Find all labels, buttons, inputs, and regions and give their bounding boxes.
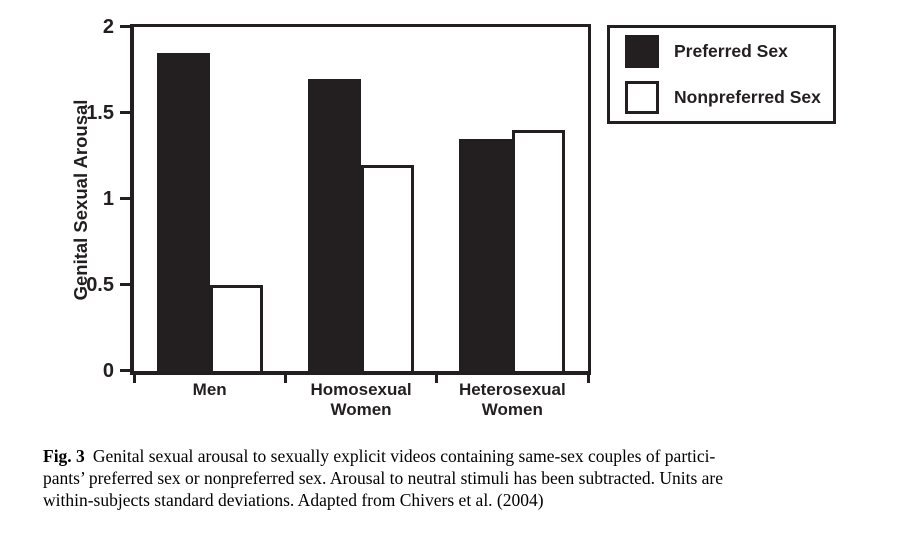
bar-heterosexual-women-preferred-sex — [459, 138, 513, 371]
x-tick-mark — [132, 374, 136, 383]
x-category-label-men: Men — [192, 380, 227, 399]
y-tick-label: 2 — [102, 16, 114, 38]
y-tick-mark — [120, 283, 131, 286]
y-tick-mark — [120, 197, 131, 200]
x-tick-mark — [283, 374, 287, 383]
x-category-label-heterosexual-women: Heterosexual Women — [458, 380, 566, 419]
legend: Preferred Sex Nonpreferred Sex — [607, 25, 836, 124]
x-tick-mark — [586, 374, 590, 383]
y-tick-mark — [120, 25, 131, 28]
bar-men-nonpreferred-sex — [209, 285, 263, 371]
x-tick-mark — [435, 374, 439, 383]
bar-homosexual-women-nonpreferred-sex — [361, 164, 414, 371]
y-tick-mark — [120, 369, 131, 372]
y-tick-label: 1 — [102, 188, 114, 210]
figure-caption: Fig. 3 Genital sexual arousal to sexually… — [43, 446, 903, 511]
y-tick-label: 0 — [102, 360, 114, 382]
caption-line-1: Fig. 3 Genital sexual arousal to sexually… — [43, 446, 903, 468]
bar-heterosexual-women-nonpreferred-sex — [512, 130, 566, 371]
legend-label-nonpreferred: Nonpreferred Sex — [674, 87, 821, 107]
legend-label-preferred: Preferred Sex — [674, 41, 788, 61]
y-tick-label: 1.5 — [86, 102, 114, 124]
bar-men-preferred-sex — [156, 52, 210, 371]
caption-text: Genital sexual arousal to sexually expli… — [92, 446, 716, 466]
caption-fig-label: Fig. 3 — [43, 446, 85, 466]
x-category-label-homosexual-women: Homosexual Women — [310, 380, 412, 419]
nonpreferred-sex-swatch-icon — [625, 81, 659, 114]
plot-area: 0 0.5 1 1.5 2 Men Homosexual Women Heterosexual W… — [86, 16, 591, 419]
y-tick-label: 0.5 — [86, 274, 114, 296]
caption-line-3: within-subjects standard deviations. Ada… — [43, 489, 544, 510]
y-tick-mark — [120, 111, 131, 114]
legend-item-nonpreferred: Nonpreferred Sex — [625, 81, 833, 114]
preferred-sex-swatch-icon — [625, 35, 659, 68]
caption-line-2: pants’ preferred sex or nonpreferred sex… — [43, 467, 723, 488]
bar-homosexual-women-preferred-sex — [308, 78, 361, 371]
legend-item-preferred: Preferred Sex — [625, 35, 833, 68]
